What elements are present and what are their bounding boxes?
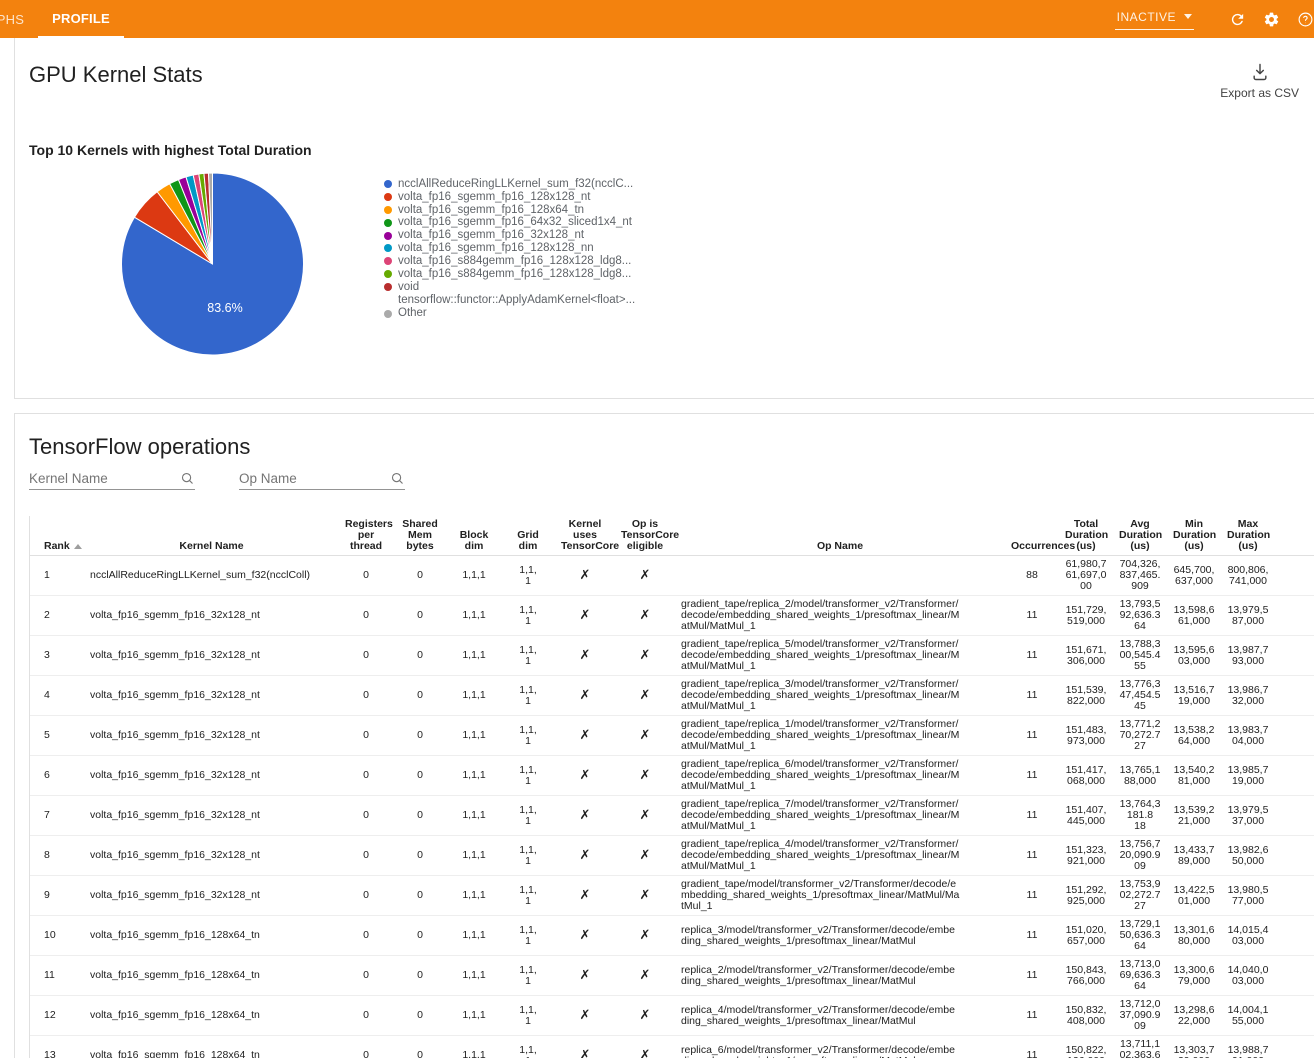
svg-text:83.6%: 83.6% [207, 301, 242, 315]
